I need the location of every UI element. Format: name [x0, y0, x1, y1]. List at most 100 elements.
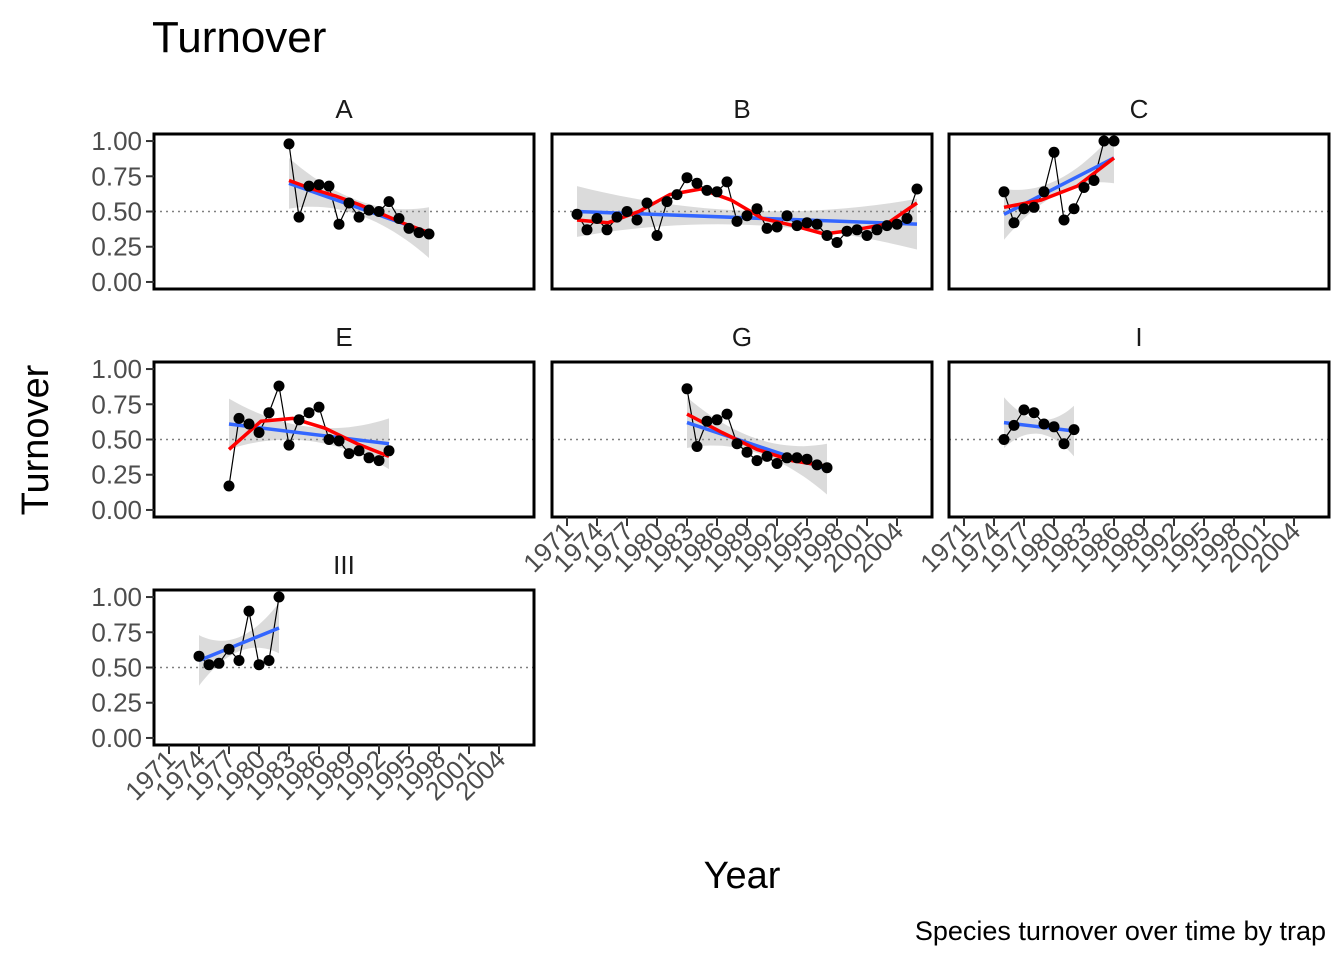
data-point	[1068, 203, 1080, 215]
data-point	[741, 446, 753, 458]
data-point	[801, 217, 813, 229]
facet-panel-c: C	[947, 94, 1331, 291]
data-point	[701, 415, 713, 427]
data-point	[631, 214, 643, 226]
data-point	[323, 434, 335, 445]
y-tick-label: 1.00	[91, 354, 142, 384]
data-point	[571, 208, 583, 220]
data-point	[831, 237, 843, 248]
data-point	[343, 448, 355, 460]
data-point	[851, 224, 863, 236]
data-point	[771, 458, 783, 469]
data-point	[861, 230, 873, 241]
panel-border	[947, 132, 1331, 291]
data-point	[223, 643, 235, 655]
data-point	[223, 480, 235, 492]
data-point	[363, 204, 375, 216]
data-point	[841, 225, 853, 237]
data-point	[283, 138, 295, 150]
data-point	[791, 220, 803, 232]
data-point	[1048, 146, 1060, 158]
y-tick-label: 0.00	[91, 723, 142, 753]
data-point	[771, 221, 783, 233]
x-axis-title: Year	[704, 855, 781, 897]
data-point	[253, 659, 265, 671]
data-point	[1038, 418, 1050, 430]
data-point	[1008, 217, 1020, 229]
data-point	[721, 176, 733, 188]
data-point	[1088, 175, 1100, 186]
facet-panel-e: E 0.00 0.25 0.50 0.75 1.00	[91, 322, 536, 525]
data-point	[761, 222, 773, 234]
data-point	[273, 591, 285, 603]
data-point	[333, 218, 345, 230]
panel-border	[947, 360, 1331, 519]
data-point	[751, 455, 763, 467]
data-point	[901, 213, 913, 224]
y-tick-label: 0.25	[91, 688, 142, 718]
data-point	[303, 407, 315, 419]
data-point	[423, 228, 435, 240]
data-point	[1038, 186, 1050, 198]
data-point	[691, 177, 703, 189]
data-point	[383, 196, 395, 208]
data-point	[781, 210, 793, 222]
data-point	[621, 206, 633, 217]
data-point	[781, 452, 793, 464]
y-axis-title: Turnover	[15, 364, 57, 515]
facet-panel-a: A 0.00 0.25 0.50 0.75 1.00	[91, 94, 536, 297]
data-point	[193, 650, 205, 662]
data-point	[273, 380, 285, 392]
strip-label: A	[335, 94, 353, 124]
data-point	[343, 197, 355, 209]
data-point	[871, 224, 883, 236]
data-point	[293, 414, 305, 426]
data-point	[353, 211, 365, 223]
data-point	[403, 222, 415, 234]
data-point	[1058, 438, 1070, 450]
data-point	[303, 180, 315, 192]
data-point	[681, 383, 693, 395]
data-point	[1078, 182, 1090, 193]
data-point	[1008, 419, 1020, 431]
y-tick-label: 0.50	[91, 653, 142, 683]
data-point	[761, 450, 773, 462]
data-point	[233, 412, 245, 424]
strip-label: III	[333, 550, 355, 580]
linear-fit-line	[198, 626, 280, 663]
data-point	[581, 224, 593, 236]
loess-fit-line	[227, 416, 390, 459]
data-point	[1028, 201, 1040, 213]
data-point	[731, 438, 743, 450]
data-point	[373, 206, 385, 217]
data-point	[1018, 404, 1030, 416]
panel-border	[550, 360, 934, 519]
data-point	[1058, 214, 1070, 226]
data-point	[811, 459, 823, 471]
data-point	[711, 414, 723, 426]
strip-label: B	[733, 94, 750, 124]
data-point	[721, 408, 733, 420]
y-tick-label: 1.00	[91, 582, 142, 612]
data-point	[741, 210, 753, 222]
data-point	[313, 179, 325, 191]
data-point	[373, 455, 385, 467]
y-tick-label: 0.50	[91, 197, 142, 227]
data-point	[671, 189, 683, 201]
data-point	[323, 180, 335, 192]
panel-border	[550, 132, 934, 291]
data-point	[213, 657, 225, 669]
data-point	[1048, 421, 1060, 433]
strip-label: I	[1135, 322, 1142, 352]
facet-panels: A 0.00 0.25 0.50 0.75 1.00 B C E 0.00 0.25 0.50 0.75…	[91, 94, 1331, 806]
y-tick-label: 0.50	[91, 425, 142, 455]
data-point	[243, 605, 255, 617]
data-point	[363, 452, 375, 464]
panel-border	[152, 132, 536, 291]
data-point	[1018, 203, 1030, 215]
data-point	[1098, 135, 1110, 147]
data-point	[263, 407, 275, 419]
data-point	[1028, 407, 1040, 419]
data-point	[731, 215, 743, 227]
